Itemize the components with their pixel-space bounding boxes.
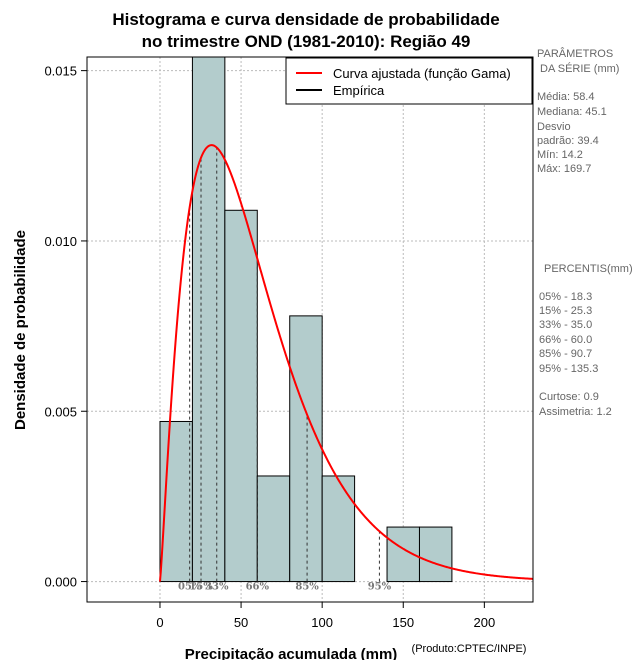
plot-frame bbox=[86, 56, 534, 603]
legend: Curva ajustada (função Gama) Empírica bbox=[285, 57, 533, 105]
y-tick-label: 0.015 bbox=[44, 64, 77, 79]
percentile-label: 33% bbox=[205, 582, 229, 593]
percentile-label: 85% bbox=[295, 582, 319, 593]
histogram-bar bbox=[256, 475, 291, 583]
pct-33: 33% - 35.0 bbox=[539, 319, 592, 331]
x-axis: 0 50 100 150 200 bbox=[156, 602, 495, 630]
x-tick-label: 0 bbox=[156, 615, 163, 630]
x-tick-label: 50 bbox=[234, 615, 248, 630]
fitted-curve-layer bbox=[158, 144, 533, 582]
percentile-lines bbox=[189, 147, 380, 582]
pct-05: 05% - 18.3 bbox=[539, 291, 592, 303]
histogram-bar bbox=[418, 526, 453, 583]
credit-text: (Produto:CPTEC/INPE) bbox=[412, 643, 527, 655]
percentile-label: 15% bbox=[189, 582, 213, 593]
x-tick-label: 100 bbox=[311, 615, 333, 630]
pct-15: 15% - 25.3 bbox=[539, 305, 592, 317]
chart-title-line1: Histograma e curva densidade de probabil… bbox=[112, 10, 499, 29]
percentile-label: 95% bbox=[368, 582, 392, 593]
stat-desvio-1: Desvio bbox=[537, 121, 571, 133]
percentile-label: 66% bbox=[246, 582, 270, 593]
side-panel: PARÂMETROS DA SÉRIE (mm) Média: 58.4 Med… bbox=[537, 47, 633, 418]
legend-label-fitted: Curva ajustada (função Gama) bbox=[333, 66, 511, 81]
legend-label-empirical: Empírica bbox=[333, 83, 385, 98]
x-axis-label: Precipitação acumulada (mm) bbox=[185, 646, 398, 660]
stat-mediana: Mediana: 45.1 bbox=[537, 106, 607, 118]
percentile-label: 05% bbox=[178, 582, 202, 593]
y-tick-label: 0.000 bbox=[44, 575, 77, 590]
params-title-2: DA SÉRIE (mm) bbox=[540, 62, 619, 75]
y-axis: 0.000 0.005 0.010 0.015 bbox=[44, 64, 87, 590]
stat-curtose: Curtose: 0.9 bbox=[539, 391, 599, 403]
x-tick-label: 200 bbox=[473, 615, 495, 630]
pct-85: 85% - 90.7 bbox=[539, 348, 592, 360]
y-axis-label: Densidade de probabilidade bbox=[12, 230, 29, 430]
stat-max: Máx: 169.7 bbox=[537, 163, 591, 175]
histogram-bars bbox=[159, 57, 453, 583]
histogram-bar bbox=[321, 475, 356, 583]
y-tick-label: 0.005 bbox=[44, 404, 77, 419]
chart-title-line2: no trimestre OND (1981-2010): Região 49 bbox=[142, 32, 471, 51]
stat-media: Média: 58.4 bbox=[537, 91, 594, 103]
legend-box bbox=[285, 57, 533, 105]
fitted-gamma-curve bbox=[158, 144, 533, 582]
params-title-1: PARÂMETROS bbox=[537, 47, 613, 60]
pct-95: 95% - 135.3 bbox=[539, 363, 598, 375]
percentis-title: PERCENTIS(mm) bbox=[544, 263, 633, 275]
stat-min: Mín: 14.2 bbox=[537, 149, 583, 161]
y-tick-label: 0.010 bbox=[44, 234, 77, 249]
percentile-labels: 05%15%33% 66% 85% 95% bbox=[178, 582, 392, 593]
pct-66: 66% - 60.0 bbox=[539, 334, 592, 346]
histogram-bar bbox=[224, 209, 258, 583]
x-tick-label: 150 bbox=[392, 615, 414, 630]
stat-desvio-2: padrão: 39.4 bbox=[537, 135, 599, 147]
stat-assimetria: Assimetria: 1.2 bbox=[539, 406, 612, 418]
histogram-bar bbox=[289, 315, 323, 583]
histogram-bar bbox=[191, 57, 226, 583]
